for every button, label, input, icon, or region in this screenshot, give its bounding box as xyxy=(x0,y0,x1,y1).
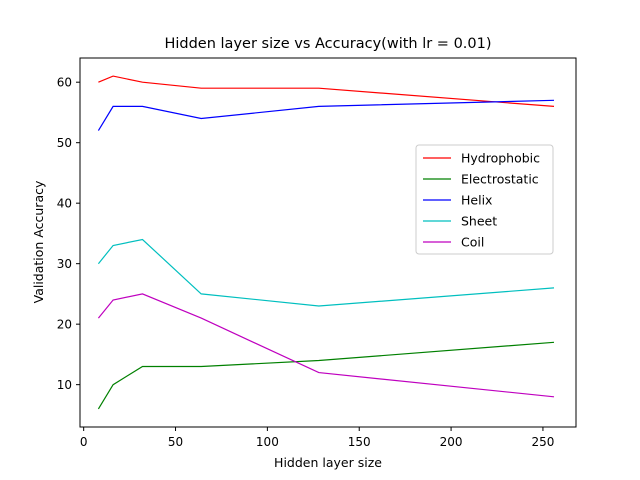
legend-label-hydrophobic: Hydrophobic xyxy=(461,151,540,166)
x-tick-label: 100 xyxy=(256,435,279,449)
y-axis-label: Validation Accuracy xyxy=(31,180,46,303)
y-tick-label: 30 xyxy=(57,257,72,271)
y-tick-label: 40 xyxy=(57,197,72,211)
legend: Hydrophobic Electrostatic Helix Sheet Coil xyxy=(415,144,554,255)
chart-title: Hidden layer size vs Accuracy(with lr = … xyxy=(164,36,491,52)
series-line-electrostatic xyxy=(97,341,555,410)
legend-label-electrostatic: Electrostatic xyxy=(461,172,539,187)
x-axis-label: Hidden layer size xyxy=(274,455,382,470)
x-tick-label: 0 xyxy=(80,435,88,449)
series-line-coil xyxy=(97,293,555,398)
series-line-helix xyxy=(97,99,555,131)
x-tick-label: 50 xyxy=(168,435,183,449)
y-tick-label: 20 xyxy=(57,318,72,332)
legend-frame xyxy=(415,144,554,255)
series-line-hydrophobic xyxy=(98,75,555,107)
y-tick-label: 60 xyxy=(57,76,72,90)
legend-label-sheet: Sheet xyxy=(461,214,497,229)
legend-label-helix: Helix xyxy=(461,193,492,208)
y-tick-label: 10 xyxy=(57,378,72,392)
series-line-sheet xyxy=(97,238,555,307)
legend-label-coil: Coil xyxy=(461,235,484,250)
x-tick-label: 150 xyxy=(348,435,371,449)
x-tick-label: 250 xyxy=(531,435,554,449)
y-tick-label: 50 xyxy=(57,136,72,150)
plot-frame xyxy=(79,57,577,428)
x-tick-label: 200 xyxy=(440,435,463,449)
